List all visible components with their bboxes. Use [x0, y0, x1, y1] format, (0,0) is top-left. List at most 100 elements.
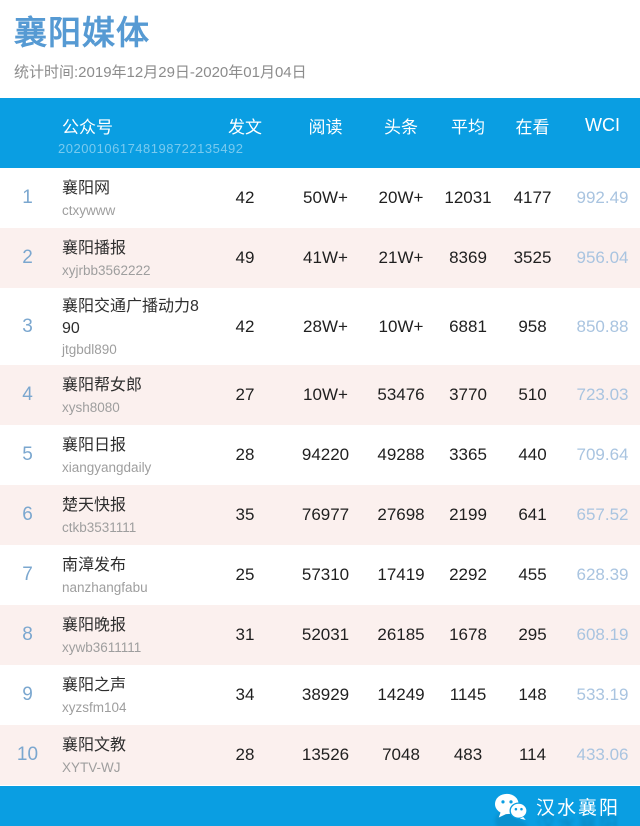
rank-number: 5 — [22, 444, 33, 466]
account-name: 襄阳文教 — [62, 737, 127, 755]
posts-count: 35 — [235, 505, 255, 525]
table-header-row: 公众号 发文 阅读 头条 平均 在看 WCI — [0, 113, 640, 138]
watching-count: 3525 — [513, 248, 552, 267]
account-cell: 襄阳晚报 xywb3611111 — [55, 615, 205, 655]
wci-score: 628.39 — [576, 565, 629, 585]
col-wci: WCI — [585, 115, 620, 135]
account-id: xysh8080 — [62, 399, 120, 415]
account-id: XYTV-WJ — [62, 759, 121, 775]
rank-number: 3 — [22, 315, 33, 337]
account-cell: 襄阳交通广播动力890 jtgbdl890 — [55, 296, 205, 357]
wci-score: 533.19 — [576, 685, 629, 705]
account-cell: 襄阳文教 XYTV-WJ — [55, 735, 205, 775]
average-reads: 6881 — [449, 316, 487, 336]
posts-count: 28 — [235, 745, 255, 765]
wci-score: 709.64 — [576, 445, 629, 465]
average-reads: 483 — [453, 745, 483, 765]
average-reads: 2199 — [449, 505, 487, 525]
col-headline: 头条 — [384, 118, 418, 137]
watching-count: 510 — [518, 385, 547, 405]
average-reads: 1145 — [449, 685, 487, 705]
average-reads: 3770 — [449, 385, 487, 405]
posts-count: 28 — [235, 445, 255, 465]
account-id: jtgbdl890 — [62, 342, 117, 358]
table-row: 9 襄阳之声 xyzsfm104 34 38929 14249 1145 148… — [0, 665, 640, 726]
account-id: xyjrbb3562222 — [62, 262, 151, 278]
reads-count: 94220 — [301, 445, 350, 465]
headline-reads: 27698 — [377, 505, 425, 525]
report-header: 襄阳媒体 统计时间:2019年12月29日-2020年01月04日 — [0, 0, 640, 98]
col-average: 平均 — [451, 118, 485, 137]
wci-score: 723.03 — [576, 385, 629, 405]
rank-number: 8 — [22, 624, 33, 646]
posts-count: 42 — [235, 316, 255, 336]
account-id: nanzhangfabu — [62, 579, 148, 595]
rank-number: 7 — [22, 564, 33, 586]
wci-score: 608.19 — [576, 625, 629, 645]
wci-score: 956.04 — [576, 248, 629, 267]
table-body: 1 襄阳网 ctxywww 42 50W+ 20W+ 12031 4177 99… — [0, 168, 640, 786]
reads-count: 76977 — [301, 505, 350, 525]
average-reads: 12031 — [444, 188, 492, 207]
watching-count: 148 — [518, 685, 547, 705]
watching-count: 114 — [518, 745, 547, 765]
wechat-icon — [494, 793, 528, 820]
watermark-number: 202001061748198722135492 — [58, 141, 244, 156]
headline-reads: 7048 — [382, 745, 420, 765]
posts-count: 49 — [235, 248, 255, 267]
average-reads: 2292 — [449, 565, 487, 585]
account-id: xywb3611111 — [62, 639, 142, 655]
reads-count: 50W+ — [303, 188, 348, 207]
reads-count: 13526 — [301, 745, 350, 765]
table-row: 1 襄阳网 ctxywww 42 50W+ 20W+ 12031 4177 99… — [0, 168, 640, 228]
account-name: 襄阳网 — [62, 180, 111, 198]
account-name: 襄阳交通广播动力890 — [62, 298, 199, 337]
wci-score: 657.52 — [576, 505, 629, 525]
posts-count: 42 — [235, 188, 255, 207]
brand-name: 汉水襄阳 — [535, 797, 620, 819]
rank-number: 10 — [16, 744, 39, 766]
posts-count: 34 — [235, 685, 255, 705]
rank-number: 9 — [22, 684, 33, 706]
headline-reads: 14249 — [377, 685, 425, 705]
watching-count: 4177 — [513, 188, 552, 207]
account-name: 襄阳播报 — [62, 240, 127, 258]
table-row: 10 襄阳文教 XYTV-WJ 28 13526 7048 483 114 43… — [0, 725, 640, 786]
account-cell: 襄阳之声 xyzsfm104 — [55, 675, 205, 715]
headline-reads: 17419 — [377, 565, 425, 585]
reads-count: 57310 — [301, 565, 350, 585]
account-id: ctkb3531111 — [62, 519, 137, 535]
account-cell: 襄阳日报 xiangyangdaily — [55, 435, 205, 475]
watching-count: 295 — [518, 625, 547, 645]
account-id: xiangyangdaily — [62, 459, 152, 475]
col-posts: 发文 — [228, 118, 262, 137]
col-reads: 阅读 — [308, 118, 343, 137]
posts-count: 27 — [235, 385, 255, 405]
col-watching: 在看 — [515, 118, 550, 137]
col-account: 公众号 — [62, 118, 113, 137]
headline-reads: 53476 — [377, 385, 425, 405]
account-id: ctxywww — [62, 202, 116, 218]
rank-number: 2 — [22, 247, 33, 268]
headline-reads: 21W+ — [378, 248, 424, 267]
brand-name: 汉水襄阳 — [535, 814, 620, 826]
headline-reads: 49288 — [377, 445, 425, 465]
account-cell: 襄阳播报 xyjrbb3562222 — [55, 238, 205, 278]
brand-badge: 汉水襄阳 — [494, 786, 620, 826]
average-reads: 8369 — [449, 248, 487, 267]
rank-number: 4 — [22, 384, 33, 406]
page-title: 襄阳媒体 — [14, 14, 150, 51]
wci-score: 992.49 — [576, 188, 629, 207]
account-cell: 襄阳网 ctxywww — [55, 178, 205, 218]
stat-period: 统计时间:2019年12月29日-2020年01月04日 — [14, 63, 307, 81]
rank-number: 1 — [22, 187, 33, 208]
reads-count: 52031 — [301, 625, 350, 645]
average-reads: 3365 — [449, 445, 487, 465]
headline-reads: 10W+ — [378, 316, 424, 336]
table-row: 5 襄阳日报 xiangyangdaily 28 94220 49288 336… — [0, 425, 640, 486]
wci-score: 433.06 — [576, 745, 629, 765]
reads-count: 38929 — [301, 685, 350, 705]
reads-count: 41W+ — [303, 248, 348, 267]
footer-bar: 汉水襄阳 汉水襄阳 — [0, 786, 640, 826]
